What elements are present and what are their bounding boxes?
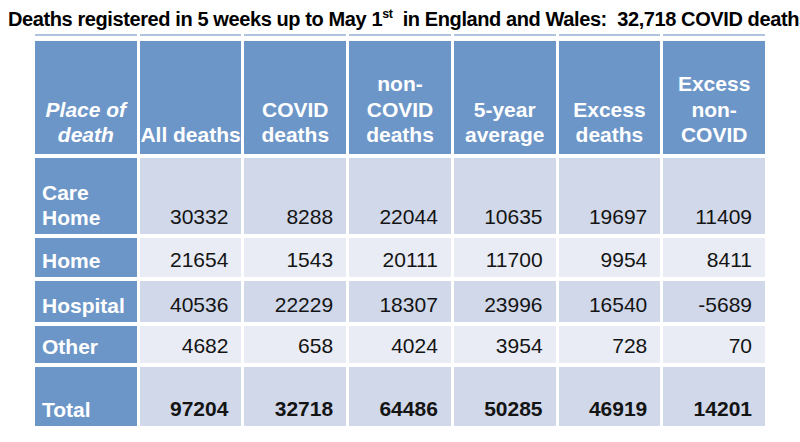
slide-title: Deaths registered in 5 weeks up to May 1…: [8, 6, 800, 32]
value-cell-total-all-deaths: 97204: [140, 367, 242, 426]
value-cell-home-excess-non-covid: 8411: [663, 238, 765, 277]
value-cell-total-excess-deaths: 46919: [559, 367, 661, 426]
value-cell-other-excess-deaths: 728: [559, 326, 661, 363]
value-cell-hospital-covid-deaths: 22229: [244, 281, 346, 322]
value-cell-hospital-excess-deaths: 16540: [559, 281, 661, 322]
value-cell-care-home-all-deaths: 30332: [140, 158, 242, 234]
header-cell-non-covid-deaths: non-COVID deaths: [349, 41, 451, 154]
row-label-hospital: Hospital: [35, 281, 137, 322]
table-top-accent-line: [35, 34, 765, 36]
value-cell-care-home-excess-non-covid: 11409: [663, 158, 765, 234]
header-cell-covid-deaths: COVID deaths: [244, 41, 346, 154]
row-label-total: Total: [35, 367, 137, 426]
value-cell-other-covid-deaths: 658: [244, 326, 346, 363]
accent-line-segment: [244, 34, 346, 36]
value-cell-home-covid-deaths: 1543: [244, 238, 346, 277]
value-cell-care-home-covid-deaths: 8288: [244, 158, 346, 234]
value-cell-hospital-5-year-average: 23996: [454, 281, 556, 322]
value-cell-other-all-deaths: 4682: [140, 326, 242, 363]
accent-line-segment: [559, 34, 661, 36]
value-cell-other-excess-non-covid: 70: [663, 326, 765, 363]
value-cell-total-covid-deaths: 32718: [244, 367, 346, 426]
header-cell-excess-deaths: Excess deaths: [559, 41, 661, 154]
title-prefix: Deaths registered in 5 weeks up to May 1: [8, 8, 382, 30]
value-cell-total-excess-non-covid: 14201: [663, 367, 765, 426]
value-cell-care-home-non-covid-deaths: 22044: [349, 158, 451, 234]
value-cell-home-excess-deaths: 9954: [559, 238, 661, 277]
value-cell-home-5-year-average: 11700: [454, 238, 556, 277]
value-cell-other-5-year-average: 3954: [454, 326, 556, 363]
slide: Deaths registered in 5 weeks up to May 1…: [0, 6, 800, 442]
accent-line-segment: [349, 34, 451, 36]
value-cell-home-all-deaths: 21654: [140, 238, 242, 277]
header-cell-excess-non-covid: Excess non-COVID: [663, 41, 765, 154]
accent-line-segment: [454, 34, 556, 36]
row-label-care-home: Care Home: [35, 158, 137, 234]
value-cell-total-5-year-average: 50285: [454, 367, 556, 426]
row-label-other: Other: [35, 326, 137, 363]
value-cell-other-non-covid-deaths: 4024: [349, 326, 451, 363]
value-cell-care-home-5-year-average: 10635: [454, 158, 556, 234]
title-superscript: st: [382, 7, 392, 21]
accent-line-segment: [663, 34, 765, 36]
title-suffix: in England and Wales: 32,718 COVID death…: [392, 8, 800, 30]
row-label-home: Home: [35, 238, 137, 277]
value-cell-hospital-excess-non-covid: -5689: [663, 281, 765, 322]
value-cell-hospital-all-deaths: 40536: [140, 281, 242, 322]
value-cell-home-non-covid-deaths: 20111: [349, 238, 451, 277]
header-cell-5-year-average: 5-year average: [454, 41, 556, 154]
deaths-table: Place of deathAll deathsCOVID deathsnon-…: [35, 41, 765, 426]
value-cell-care-home-excess-deaths: 19697: [559, 158, 661, 234]
value-cell-total-non-covid-deaths: 64486: [349, 367, 451, 426]
value-cell-hospital-non-covid-deaths: 18307: [349, 281, 451, 322]
accent-line-segment: [35, 34, 137, 36]
header-cell-all-deaths: All deaths: [140, 41, 242, 154]
accent-line-segment: [140, 34, 242, 36]
header-cell-place-of-death: Place of death: [35, 41, 137, 154]
